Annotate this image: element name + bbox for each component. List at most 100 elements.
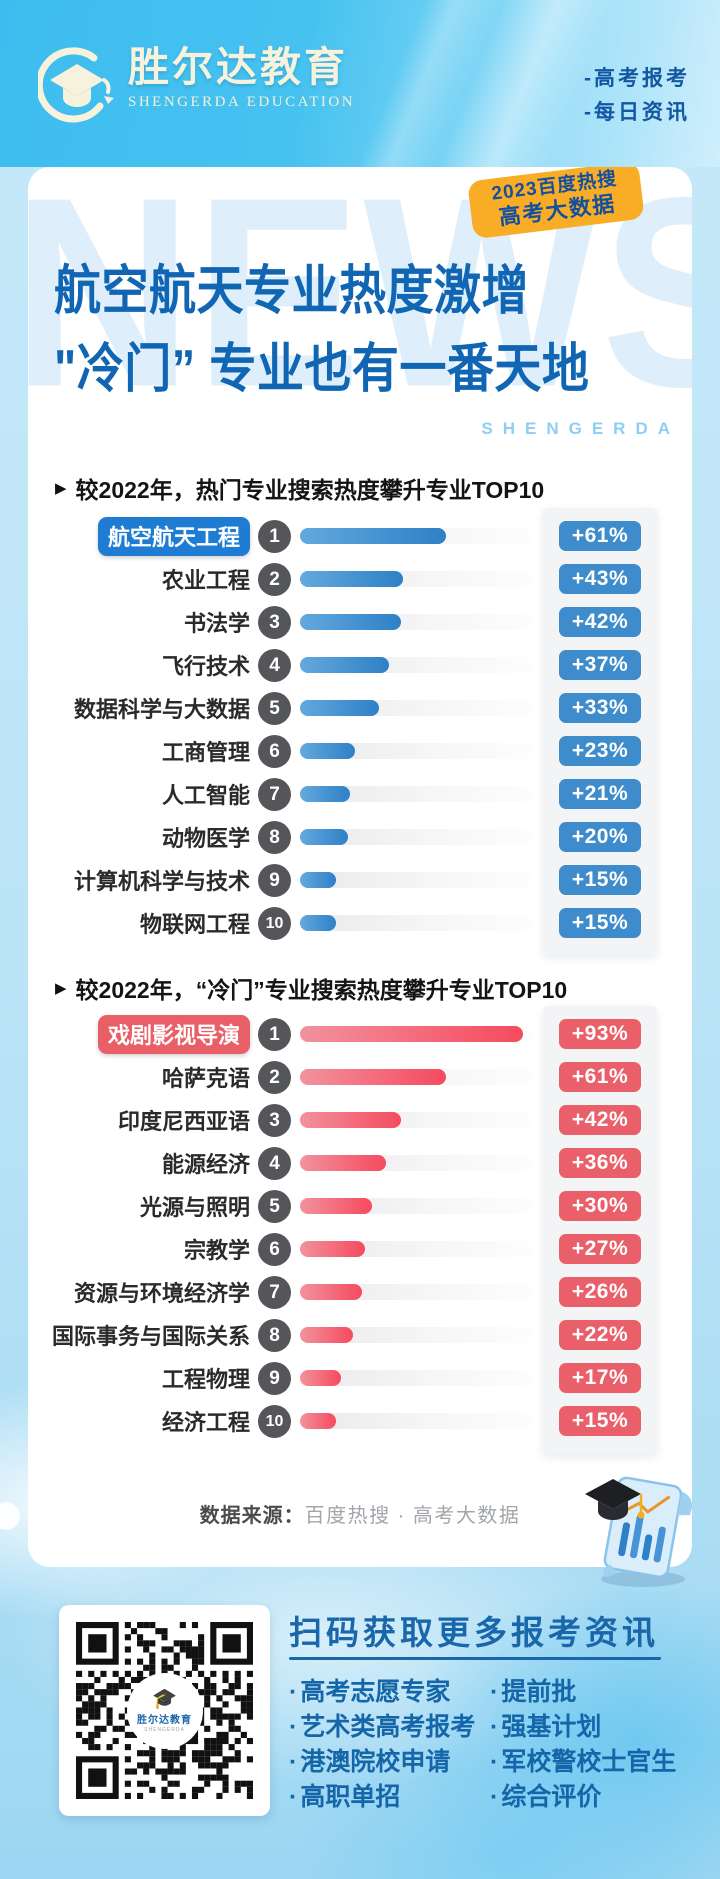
- major-label: 物联网工程: [139, 912, 250, 937]
- bar-track: [300, 872, 533, 888]
- rank-badge: 7: [258, 1275, 291, 1309]
- footer-service-item: 高考志愿专家: [289, 1672, 490, 1706]
- chart-row: 经济工程 10 +15%: [28, 1404, 692, 1438]
- percent-badge: +15%: [559, 908, 641, 938]
- footer-service-item: 强基计划: [490, 1707, 676, 1741]
- chart-row: 物联网工程 10 +15%: [28, 906, 692, 940]
- qr-center-text: 胜尔达教育: [137, 1714, 192, 1726]
- percent-badge: +27%: [559, 1234, 641, 1264]
- percent-badge: +22%: [559, 1320, 641, 1350]
- bar-track: [300, 700, 533, 716]
- section-heading-cold-text: 较2022年，“冷门”专业搜索热度攀升专业TOP10: [75, 977, 568, 1003]
- rank-badge: 3: [258, 1103, 291, 1137]
- percent-badge: +33%: [559, 693, 641, 723]
- qr-center-logo: 🎓 胜尔达教育 SHENGERDA: [126, 1672, 203, 1749]
- graduation-cap-icon: [585, 1479, 645, 1520]
- percent-badge: +37%: [559, 650, 641, 680]
- bar-track: [300, 1069, 533, 1085]
- brand-name-en: SHENGERDA EDUCATION: [128, 94, 356, 111]
- data-source-value: 百度热搜 · 高考大数据: [304, 1505, 521, 1527]
- bar-track: [300, 1327, 533, 1343]
- percent-badge: +30%: [559, 1191, 641, 1221]
- percent-badge: +17%: [559, 1363, 641, 1393]
- bar-fill: [300, 1241, 365, 1257]
- rank-badge: 10: [258, 1404, 291, 1438]
- rank-badge: 2: [258, 562, 291, 596]
- highlighted-major-pill: 航空航天工程: [97, 516, 250, 556]
- section-heading-hot: ▶ 较2022年，热门专业搜索热度攀升专业TOP10: [55, 471, 544, 505]
- major-label: 光源与照明: [139, 1195, 250, 1220]
- footer-title-underline: [289, 1657, 661, 1660]
- bar-track: [300, 743, 533, 759]
- chart-row: 工商管理 6 +23%: [28, 734, 692, 768]
- major-label: 农业工程: [161, 568, 250, 593]
- bar-track: [300, 1026, 533, 1042]
- decor-dot: [0, 1502, 20, 1530]
- chart-hot-majors: 航空航天工程 1 +61% 农业工程 2 +43% 书法学 3 +42% 飞行技术 4 +37% 数据科…: [28, 508, 692, 955]
- rank-badge: 10: [258, 906, 291, 940]
- major-label: 工商管理: [161, 740, 250, 765]
- major-label: 印度尼西亚语: [117, 1109, 250, 1134]
- bar-track: [300, 571, 533, 587]
- page-title-line2: "冷门” 专业也有一番天地: [54, 338, 590, 398]
- chart-row: 哈萨克语 2 +61%: [28, 1060, 692, 1094]
- graduation-cap-mini-icon: 🎓: [152, 1687, 177, 1710]
- bar-fill: [300, 700, 379, 716]
- bar-fill: [300, 786, 350, 802]
- major-label: 书法学: [183, 611, 250, 636]
- rank-badge: 3: [258, 605, 291, 639]
- footer-service-item: 港澳院校申请: [289, 1742, 490, 1776]
- section-heading-hot-text: 较2022年，热门专业搜索热度攀升专业TOP10: [75, 477, 545, 503]
- bar-fill: [300, 1370, 341, 1386]
- major-label: 经济工程: [161, 1410, 250, 1435]
- percent-badge: +15%: [559, 865, 641, 895]
- bar-track: [300, 657, 533, 673]
- major-label: 航空航天工程: [28, 516, 250, 556]
- header-taglines: -高考报考 -每日资讯: [584, 62, 690, 129]
- chart-row: 国际事务与国际关系 8 +22%: [28, 1318, 692, 1352]
- percent-badge: +61%: [559, 1062, 641, 1092]
- bar-fill: [300, 571, 403, 587]
- major-label: 国际事务与国际关系: [51, 1324, 250, 1349]
- page-title-line1: 航空航天专业热度激增: [54, 260, 529, 320]
- percent-badge: +61%: [559, 521, 641, 551]
- bar-track: [300, 786, 533, 802]
- tagline-daily: -每日资讯: [584, 100, 690, 124]
- percent-badge: +21%: [559, 779, 641, 809]
- bar-track: [300, 528, 533, 544]
- rank-badge: 8: [258, 820, 291, 854]
- percent-badge: +42%: [559, 607, 641, 637]
- bar-fill: [300, 614, 401, 630]
- data-source-line: 数据来源：百度热搜 · 高考大数据: [28, 1499, 692, 1528]
- major-label: 哈萨克语: [161, 1066, 250, 1091]
- chart-row: 印度尼西亚语 3 +42%: [28, 1103, 692, 1137]
- bar-fill: [300, 528, 446, 544]
- percent-badge: +93%: [559, 1019, 641, 1049]
- rank-badge: 8: [258, 1318, 291, 1352]
- brand-name: 胜尔达教育 SHENGERDA EDUCATION: [128, 45, 356, 111]
- rank-badge: 5: [258, 691, 291, 725]
- bar-track: [300, 1413, 533, 1429]
- rank-badge: 2: [258, 1060, 291, 1094]
- chart-row: 能源经济 4 +36%: [28, 1146, 692, 1180]
- bar-track: [300, 1155, 533, 1171]
- brand-logo: 胜尔达教育 SHENGERDA EDUCATION: [35, 45, 356, 131]
- bar-track: [300, 1112, 533, 1128]
- bar-fill: [300, 1026, 523, 1042]
- section-heading-cold: ▶ 较2022年，“冷门”专业搜索热度攀升专业TOP10: [55, 971, 567, 1005]
- bar-track: [300, 1370, 533, 1386]
- bar-fill: [300, 1327, 353, 1343]
- footer-title: 扫码获取更多报考资讯: [289, 1616, 659, 1652]
- rank-badge: 9: [258, 1361, 291, 1395]
- footer-service-item: 艺术类高考报考: [289, 1707, 490, 1741]
- percent-badge: +20%: [559, 822, 641, 852]
- chart-row: 计算机科学与技术 9 +15%: [28, 863, 692, 897]
- major-label: 能源经济: [161, 1152, 250, 1177]
- percent-badge: +26%: [559, 1277, 641, 1307]
- bar-track: [300, 1241, 533, 1257]
- chart-row: 飞行技术 4 +37%: [28, 648, 692, 682]
- major-label: 戏剧影视导演: [28, 1014, 250, 1054]
- major-label: 动物医学: [161, 826, 250, 851]
- rank-badge: 1: [258, 1017, 291, 1051]
- rank-badge: 4: [258, 648, 291, 682]
